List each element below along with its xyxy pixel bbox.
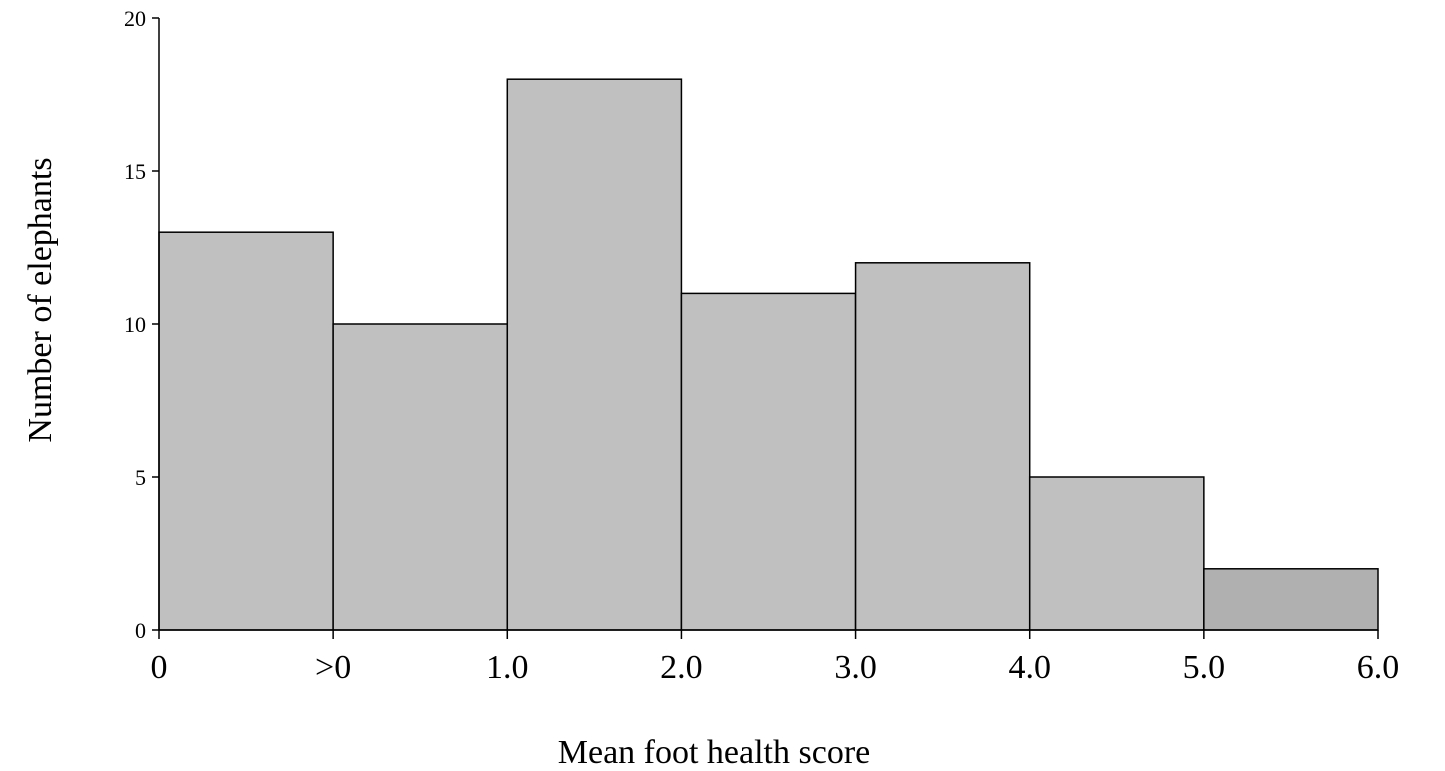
x-tick-label: 1.0: [486, 649, 529, 686]
x-axis-title: Mean foot health score: [558, 734, 871, 771]
bars-group: [158, 78, 1379, 631]
bar-1: [332, 323, 509, 631]
x-tick-label: 5.0: [1183, 649, 1226, 686]
x-tick-label: 3.0: [834, 649, 877, 686]
y-tick-label: 0: [135, 618, 146, 643]
y-tick-label: 20: [124, 6, 146, 31]
bar-5: [1028, 476, 1205, 631]
x-ticks-group: 0 >0 1.0 2.0 3.0 4.0 5.0 6.0: [151, 630, 1400, 686]
y-axis-title: Number of elephants: [22, 157, 59, 442]
x-tick-label: 4.0: [1008, 649, 1051, 686]
bar-4: [854, 262, 1031, 631]
x-tick-label: 2.0: [660, 649, 703, 686]
bar-6: [1203, 568, 1379, 631]
y-tick-label: 10: [124, 312, 146, 337]
y-ticks-group: 0 5 10 15 20: [124, 6, 159, 643]
x-tick-label: 0: [151, 649, 168, 686]
x-tick-label: 6.0: [1357, 649, 1400, 686]
y-tick-label: 5: [135, 465, 146, 490]
bar-2: [506, 78, 683, 631]
bar-3: [680, 292, 857, 631]
y-tick-label: 15: [124, 159, 146, 184]
x-tick-label: >0: [315, 649, 351, 686]
bar-0: [158, 231, 334, 631]
